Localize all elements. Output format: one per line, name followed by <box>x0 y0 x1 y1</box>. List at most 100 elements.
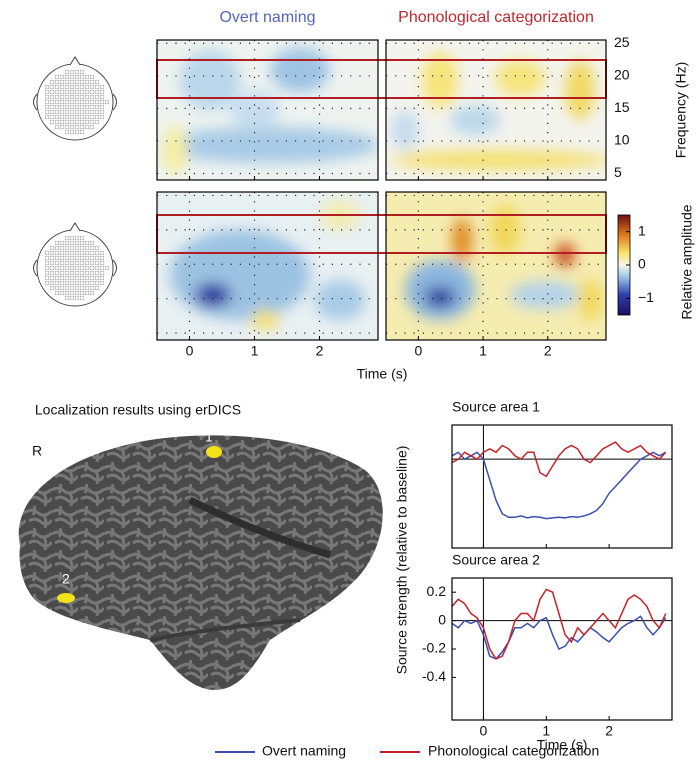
sensor <box>49 275 55 281</box>
sensor <box>84 104 90 110</box>
sensor <box>74 275 80 281</box>
heatmap-texture <box>157 40 378 180</box>
sensor <box>99 99 105 105</box>
sensor <box>94 99 100 105</box>
sensor <box>94 270 100 276</box>
sensor <box>64 240 70 246</box>
sensor <box>84 89 90 95</box>
y-tick-label: 5 <box>614 164 622 180</box>
sensor <box>59 94 65 100</box>
sensor <box>79 119 85 125</box>
sensor <box>49 250 55 256</box>
sensor <box>79 124 85 130</box>
sensor <box>54 79 60 85</box>
y-tick-label: 0.2 <box>427 583 447 599</box>
ear <box>33 259 38 277</box>
sensor <box>74 89 80 95</box>
sensor <box>69 290 75 296</box>
sensor <box>94 275 100 281</box>
sensor <box>44 84 50 90</box>
sensor <box>89 109 95 115</box>
x-tick-label: 1 <box>479 343 487 359</box>
sensor <box>74 104 80 110</box>
sensor <box>49 260 55 266</box>
sensor <box>74 84 80 90</box>
sensor <box>94 280 100 286</box>
sensor <box>74 99 80 105</box>
sensor <box>59 270 65 276</box>
sensor <box>74 240 80 246</box>
sensor <box>84 280 90 286</box>
sensor <box>74 69 80 75</box>
x-tick-label: 0 <box>480 723 488 739</box>
sensor <box>59 89 65 95</box>
sensor <box>69 69 75 75</box>
sensor <box>44 270 50 276</box>
brain-title: Localization results using erDICS <box>35 402 241 418</box>
sensor <box>64 280 70 286</box>
sensor <box>74 270 80 276</box>
x-axis-label: Time (s) <box>357 366 408 382</box>
sensor <box>74 255 80 261</box>
sensor <box>94 250 100 256</box>
sensor <box>69 89 75 95</box>
sensor <box>84 94 90 100</box>
sensor <box>74 124 80 130</box>
sensor <box>59 260 65 266</box>
panel-title: Phonological categorization <box>398 9 594 26</box>
sensor <box>99 255 105 261</box>
sensor <box>104 99 110 105</box>
sensor <box>89 124 95 130</box>
sensor <box>64 84 70 90</box>
sensor <box>69 114 75 120</box>
sensor <box>79 275 85 281</box>
sensor <box>59 245 65 251</box>
sensor <box>64 109 70 115</box>
sensor <box>89 290 95 296</box>
sensor <box>44 89 50 95</box>
sensor <box>69 109 75 115</box>
sensor <box>69 79 75 85</box>
sensor <box>79 270 85 276</box>
panel-title: Source area 1 <box>452 399 540 415</box>
sensor <box>89 255 95 261</box>
sensor <box>64 129 70 135</box>
sensor <box>89 84 95 90</box>
colorbar-tick-label: 0 <box>638 256 646 272</box>
sensor <box>84 114 90 120</box>
sensor <box>59 275 65 281</box>
sensor <box>89 250 95 256</box>
sensor <box>69 295 75 301</box>
sensor <box>74 280 80 286</box>
sensor <box>89 275 95 281</box>
sensor <box>64 260 70 266</box>
sensor <box>59 119 65 125</box>
sensor <box>69 129 75 135</box>
panel-frame <box>156 39 379 181</box>
sensor <box>64 285 70 291</box>
sensor <box>49 104 55 110</box>
sensor <box>64 69 70 75</box>
heatmap-texture <box>157 192 378 340</box>
sensor <box>84 119 90 125</box>
sensor <box>59 290 65 296</box>
ear <box>33 93 38 111</box>
sensor <box>64 124 70 130</box>
sensor <box>74 109 80 115</box>
sensor <box>79 69 85 75</box>
sensor <box>59 265 65 271</box>
sensor <box>89 240 95 246</box>
y-tick-label: 20 <box>614 67 630 83</box>
sensor <box>54 124 60 130</box>
sensor <box>69 99 75 105</box>
ear <box>112 259 117 277</box>
sensor <box>64 104 70 110</box>
sensor <box>64 265 70 271</box>
sensor <box>54 119 60 125</box>
panel-title: Overt naming <box>219 9 315 26</box>
sensor <box>79 129 85 135</box>
sensor <box>89 114 95 120</box>
y-tick-label: 10 <box>614 132 630 148</box>
sensor <box>59 84 65 90</box>
sensor <box>84 260 90 266</box>
